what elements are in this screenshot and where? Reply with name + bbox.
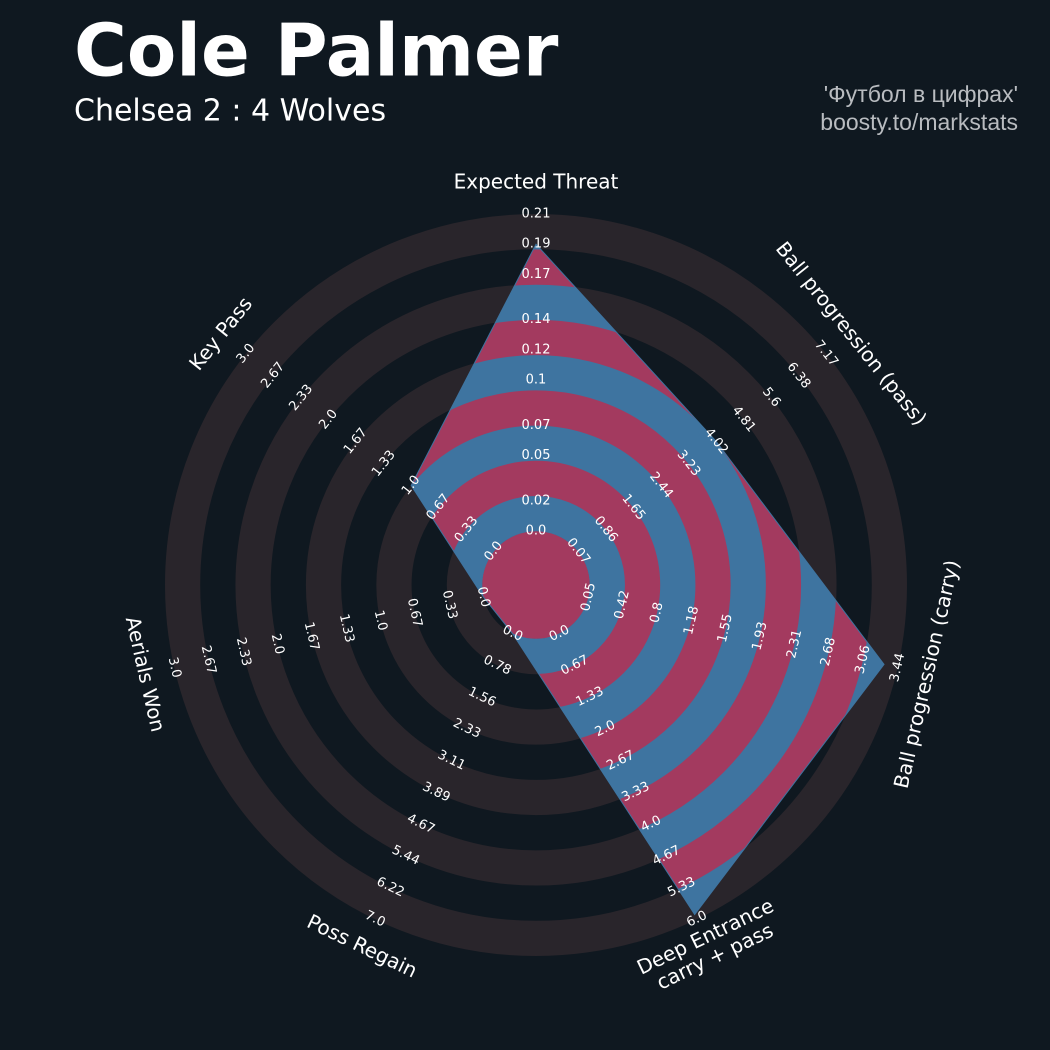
tick-label: 2.31 xyxy=(784,628,805,660)
tick-label: 0.0 xyxy=(474,585,493,609)
tick-label: 1.33 xyxy=(336,613,357,645)
tick-label: 0.12 xyxy=(522,342,551,357)
tick-label: 0.05 xyxy=(522,448,551,463)
tick-label: 3.44 xyxy=(887,652,908,684)
tick-label: 2.33 xyxy=(233,636,254,668)
tick-label: 1.55 xyxy=(715,612,736,644)
tick-label: 0.21 xyxy=(522,207,551,222)
tick-label: 0.67 xyxy=(404,597,425,629)
credit: boosty.to/markstats xyxy=(820,109,1018,135)
tick-label: 3.0 xyxy=(165,656,184,680)
tick-label: 1.18 xyxy=(681,605,702,637)
band xyxy=(482,531,590,639)
chart-title: Cole Palmer xyxy=(74,9,559,93)
credit: 'Футбол в цифрах' xyxy=(824,81,1018,107)
tick-label: 2.0 xyxy=(268,632,287,656)
tick-label: 1.93 xyxy=(750,620,771,652)
tick-label: 2.68 xyxy=(818,636,839,668)
tick-label: 0.0 xyxy=(526,524,547,539)
tick-label: 3.06 xyxy=(853,644,874,676)
tick-label: 0.17 xyxy=(522,267,551,282)
tick-label: 0.19 xyxy=(522,237,551,252)
tick-label: 2.67 xyxy=(198,644,219,676)
tick-label: 1.0 xyxy=(371,609,390,633)
tick-label: 1.67 xyxy=(301,621,322,653)
ring xyxy=(165,214,907,956)
tick-label: 0.02 xyxy=(522,493,551,508)
tick-label: 0.1 xyxy=(526,373,547,388)
tick-label: 0.14 xyxy=(522,312,551,327)
radar-polygon xyxy=(410,243,885,916)
subtitle: Chelsea 2 : 4 Wolves xyxy=(74,94,386,129)
tick-label: 0.42 xyxy=(612,589,633,621)
tick-label: 0.07 xyxy=(522,418,551,433)
tick-label: 0.05 xyxy=(578,581,599,613)
tick-label: 0.8 xyxy=(647,601,666,625)
tick-label: 0.33 xyxy=(439,589,460,621)
axis-label: Expected Threat xyxy=(454,170,619,194)
